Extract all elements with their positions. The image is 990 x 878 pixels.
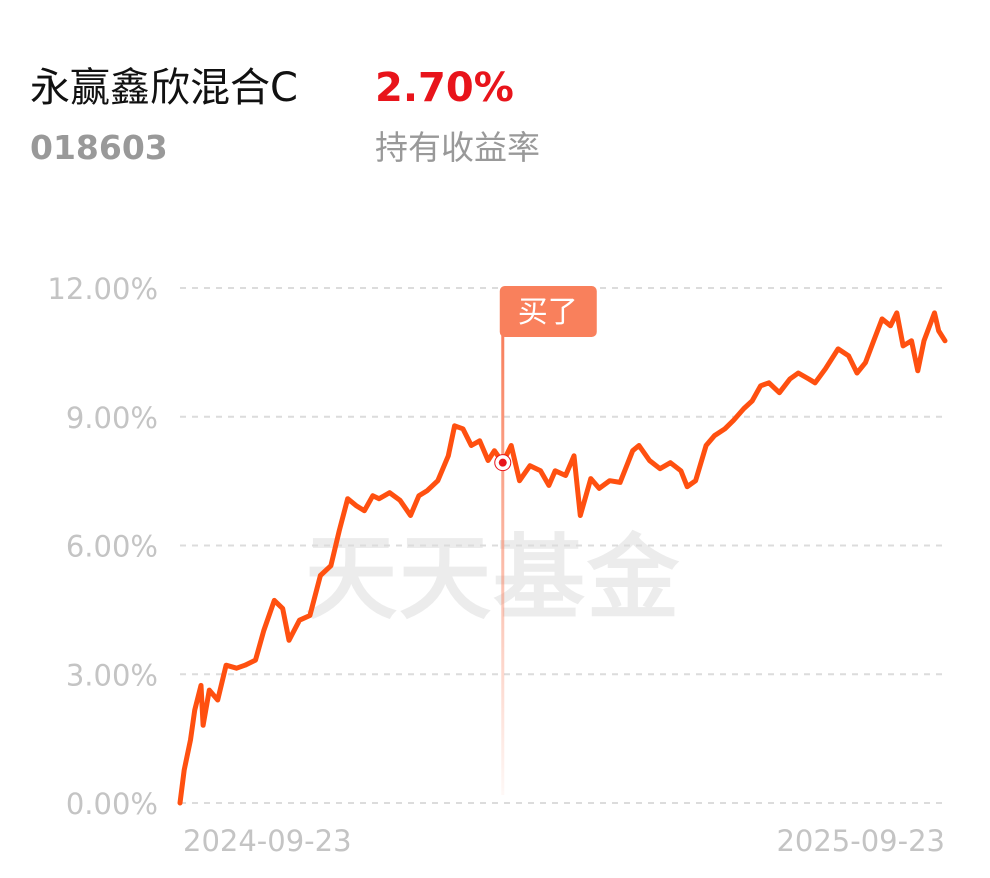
watermark: 天天基金 bbox=[305, 525, 681, 632]
fund-code: 018603 bbox=[30, 128, 168, 167]
return-label: 持有收益率 bbox=[375, 128, 540, 167]
fund-name: 永赢鑫欣混合C bbox=[30, 65, 298, 111]
x-tick-label: 2024-09-23 bbox=[183, 824, 352, 858]
y-tick-label: 6.00% bbox=[66, 530, 158, 564]
y-tick-label: 9.00% bbox=[66, 401, 158, 435]
y-tick-label: 3.00% bbox=[66, 658, 158, 692]
buy-label-box bbox=[499, 286, 597, 337]
buy-label: 买了 bbox=[518, 295, 578, 330]
y-tick-label: 12.00% bbox=[47, 272, 158, 306]
return-value: 2.70% bbox=[375, 65, 514, 111]
x-tick-label: 2025-09-23 bbox=[776, 824, 945, 858]
y-tick-label: 0.00% bbox=[66, 787, 158, 821]
buy-point-center bbox=[498, 458, 507, 467]
buy-marker-line bbox=[501, 320, 505, 795]
series-line bbox=[177, 310, 948, 806]
